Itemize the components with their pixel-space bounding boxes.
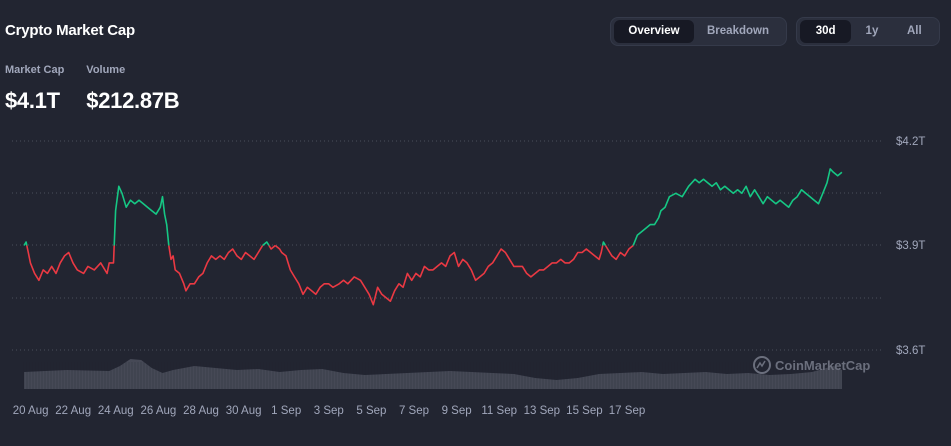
x-tick-label: 11 Sep — [481, 405, 517, 417]
volume-value: $212.87B — [86, 88, 180, 113]
price-line-down — [168, 245, 264, 292]
price-line-down — [274, 244, 604, 306]
tab-overview[interactable]: Overview — [614, 20, 694, 43]
stats-row: Market Cap $4.1T Volume $212.87B — [5, 64, 180, 114]
x-tick-label: 15 Sep — [566, 405, 602, 417]
price-line-up — [23, 241, 28, 246]
tab-breakdown[interactable]: Breakdown — [707, 25, 769, 37]
x-tick-label: 26 Aug — [140, 405, 176, 417]
range-1y[interactable]: 1y — [865, 25, 879, 37]
market-cap-label: Market Cap — [5, 64, 65, 76]
market-cap-value: $4.1T — [5, 88, 60, 113]
range-30d[interactable]: 30d — [800, 20, 852, 43]
price-line-up — [632, 168, 843, 246]
coinmarketcap-logo-mark — [756, 360, 766, 369]
x-tick-label: 5 Sep — [356, 405, 386, 417]
x-tick-label: 20 Aug — [13, 405, 49, 417]
volume-stat: Volume $212.87B — [86, 64, 179, 114]
price-lines — [23, 168, 843, 306]
volume-fill — [24, 359, 842, 389]
price-line-down — [26, 245, 115, 282]
y-tick-label: $3.6T — [896, 345, 925, 357]
price-line-down — [268, 244, 276, 250]
view-toggle: Overview Breakdown — [610, 17, 787, 46]
x-tick-label: 24 Aug — [98, 405, 134, 417]
x-tick-label: 13 Sep — [524, 405, 560, 417]
chart-grid — [12, 140, 882, 351]
price-line-up — [262, 241, 270, 247]
volume-area — [23, 359, 842, 389]
x-tick-label: 22 Aug — [55, 405, 91, 417]
coinmarketcap-logo-icon — [753, 356, 771, 374]
volume-label: Volume — [86, 64, 126, 76]
watermark-text: CoinMarketCap — [775, 358, 870, 373]
range-all[interactable]: All — [906, 25, 922, 37]
y-tick-label: $4.2T — [896, 136, 925, 148]
range-toggle: 30d 1y All — [796, 17, 940, 46]
x-tick-label: 9 Sep — [442, 405, 472, 417]
coinmarketcap-watermark: CoinMarketCap — [753, 356, 870, 374]
price-line-up — [113, 185, 170, 246]
x-tick-label: 30 Aug — [226, 405, 262, 417]
price-line-down — [604, 244, 634, 261]
x-tick-label: 3 Sep — [314, 405, 344, 417]
y-axis-ticks: $4.2T $3.9T $3.6T — [896, 136, 925, 357]
y-tick-label: $3.9T — [896, 240, 925, 252]
x-axis-ticks: 20 Aug 22 Aug 24 Aug 26 Aug 28 Aug 30 Aug 1 Se… — [13, 405, 646, 417]
x-tick-label: 7 Sep — [399, 405, 429, 417]
market-cap-stat: Market Cap $4.1T — [5, 64, 64, 114]
x-tick-label: 17 Sep — [609, 405, 645, 417]
chart-title: Crypto Market Cap — [5, 22, 135, 39]
x-tick-label: 1 Sep — [271, 405, 301, 417]
x-tick-label: 28 Aug — [183, 405, 219, 417]
price-line-up — [601, 241, 607, 246]
